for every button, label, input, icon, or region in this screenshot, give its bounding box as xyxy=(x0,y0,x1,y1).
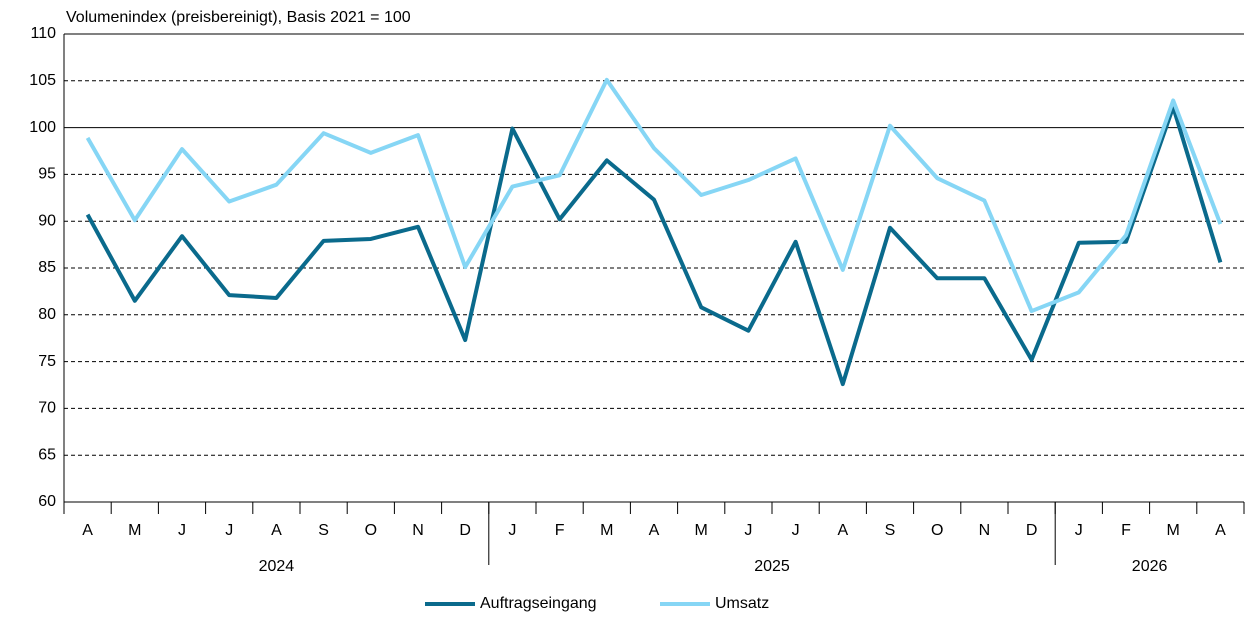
y-tick-label: 75 xyxy=(38,353,56,370)
line-series xyxy=(85,77,1223,314)
x-tick-label: M xyxy=(1167,522,1180,539)
line-series xyxy=(85,105,1223,387)
x-tick-label: F xyxy=(1121,522,1131,539)
y-tick-label: 105 xyxy=(29,72,56,89)
x-tick-label: J xyxy=(792,522,800,539)
chart-title: Volumenindex (preisbereinigt), Basis 202… xyxy=(66,9,411,26)
x-tick-label: J xyxy=(508,522,516,539)
x-tick-label: A xyxy=(1215,522,1226,539)
x-tick-label: N xyxy=(412,522,424,539)
legend-label: Auftragseingang xyxy=(480,595,597,612)
y-tick-label: 110 xyxy=(30,25,56,42)
x-tick-label: S xyxy=(318,522,329,539)
y-tick-label: 85 xyxy=(38,259,56,276)
x-tick-label: S xyxy=(885,522,896,539)
y-tick-label: 100 xyxy=(29,119,56,136)
x-tick-label: J xyxy=(178,522,186,539)
x-tick-label: F xyxy=(555,522,565,539)
x-tick-label: A xyxy=(649,522,660,539)
group-label: 2026 xyxy=(1132,558,1168,575)
x-tick-label: A xyxy=(837,522,848,539)
y-tick-label: 65 xyxy=(38,446,56,463)
x-tick-label: N xyxy=(979,522,991,539)
x-tick-label: J xyxy=(225,522,233,539)
legend-label: Umsatz xyxy=(715,595,769,612)
x-tick-label: D xyxy=(459,522,471,539)
y-tick-label: 60 xyxy=(38,493,56,510)
x-tick-label: O xyxy=(931,522,943,539)
group-label: 2024 xyxy=(259,558,295,575)
x-tick-label: A xyxy=(82,522,93,539)
x-tick-label: A xyxy=(271,522,282,539)
y-tick-label: 70 xyxy=(38,400,56,417)
y-tick-label: 90 xyxy=(38,212,56,229)
x-tick-label: M xyxy=(128,522,141,539)
x-tick-label: J xyxy=(744,522,752,539)
x-tick-label: D xyxy=(1026,522,1038,539)
y-tick-label: 80 xyxy=(38,306,56,323)
y-tick-label: 95 xyxy=(38,166,56,183)
x-tick-label: O xyxy=(365,522,377,539)
x-tick-label: M xyxy=(695,522,708,539)
x-tick-label: J xyxy=(1075,522,1083,539)
x-tick-label: M xyxy=(600,522,613,539)
group-label: 2025 xyxy=(754,558,790,575)
